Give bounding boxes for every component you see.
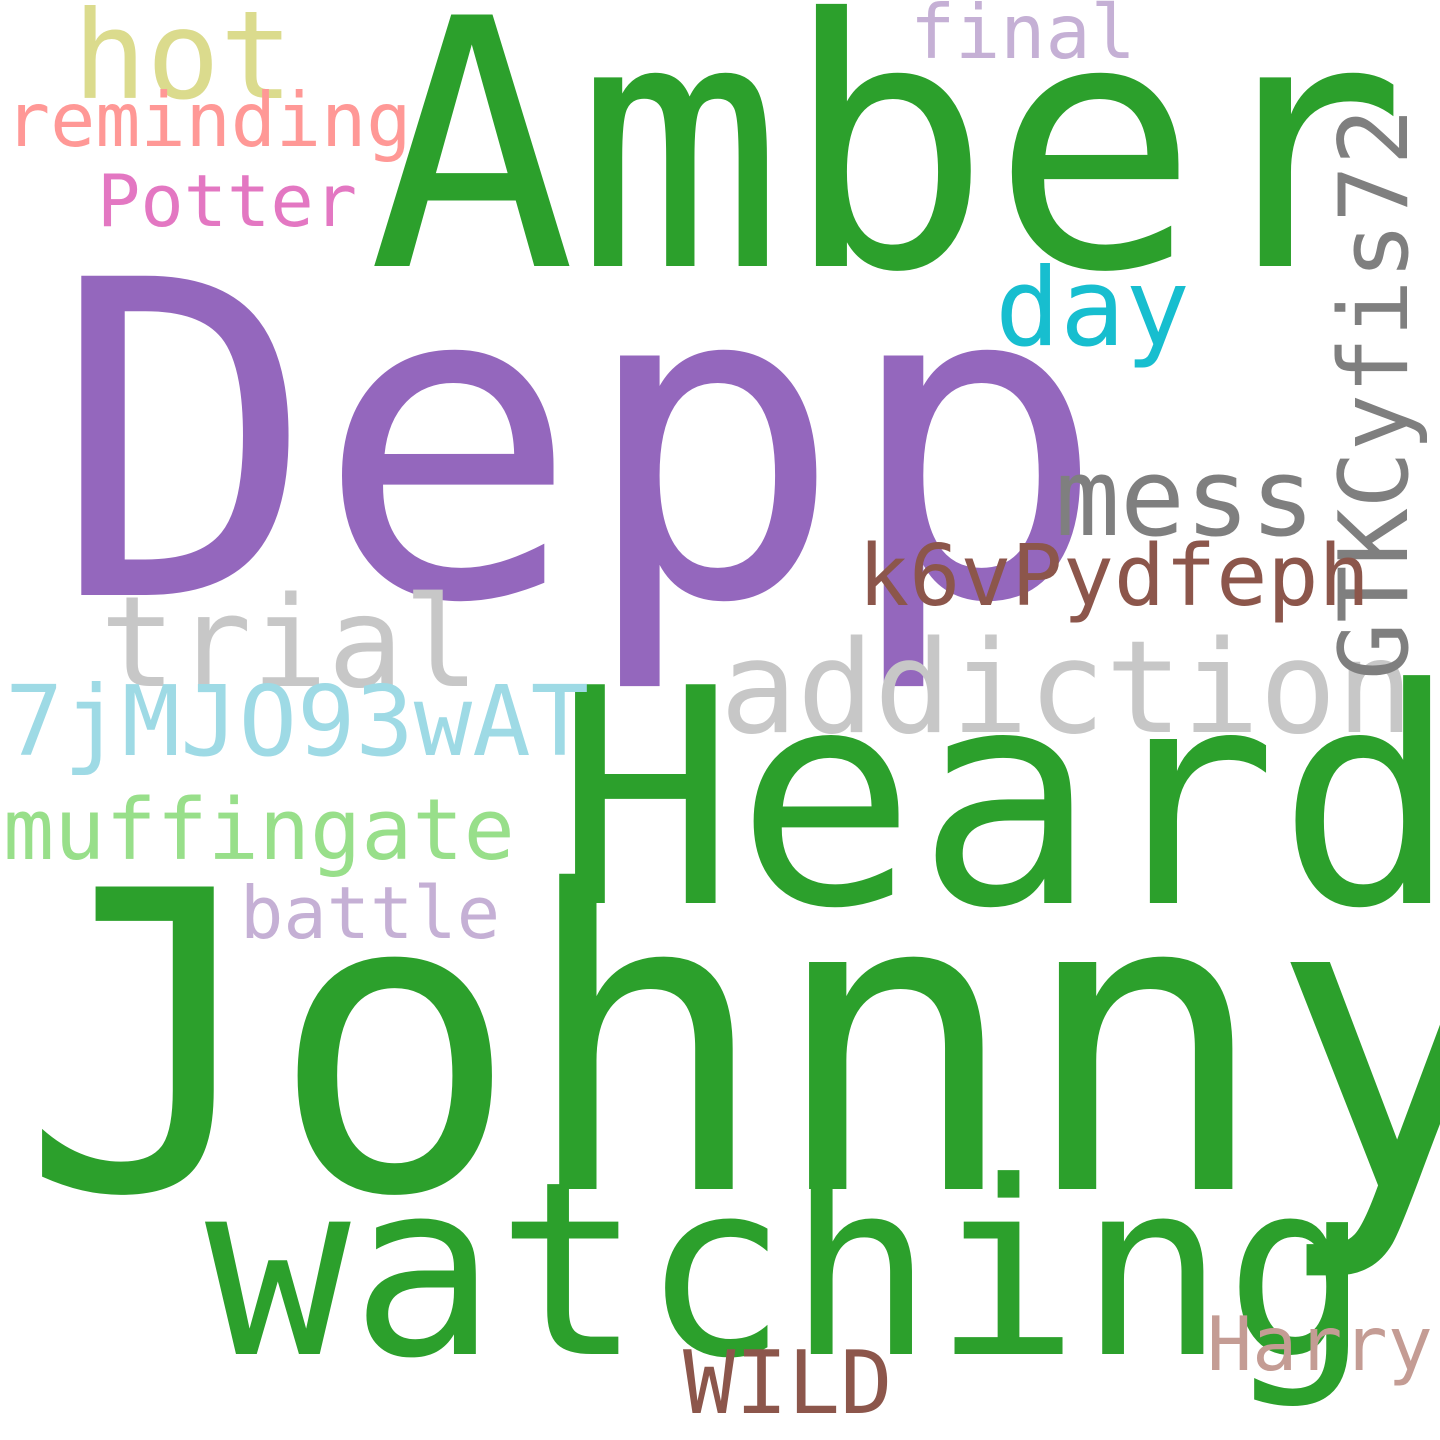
word-final: final xyxy=(910,0,1136,76)
word-potter: Potter xyxy=(97,159,358,243)
word-addiction: addiction xyxy=(720,614,1414,763)
word-k6vpydfeph: k6vPydfeph xyxy=(858,527,1370,626)
word-7jmjo93wat: 7jMJO93wAT xyxy=(5,665,589,778)
word-mess: mess xyxy=(1055,436,1316,561)
word-amber: Amber xyxy=(368,0,1407,348)
word-harry: Harry xyxy=(1207,1300,1433,1388)
word-day: day xyxy=(995,246,1191,371)
word-wild: WILD xyxy=(683,1332,893,1434)
word-trial: trial xyxy=(100,569,480,716)
word-battle: battle xyxy=(240,871,501,955)
word-johnny: Johnny xyxy=(20,804,1440,1287)
word-hot: hot xyxy=(73,0,294,127)
word-depp: Depp xyxy=(52,189,1107,699)
word-reminding: reminding xyxy=(5,76,412,164)
word-heard: Heard xyxy=(555,625,1440,974)
word-watching: watching xyxy=(205,1130,1371,1412)
word-muffingate: muffingate xyxy=(3,781,515,880)
